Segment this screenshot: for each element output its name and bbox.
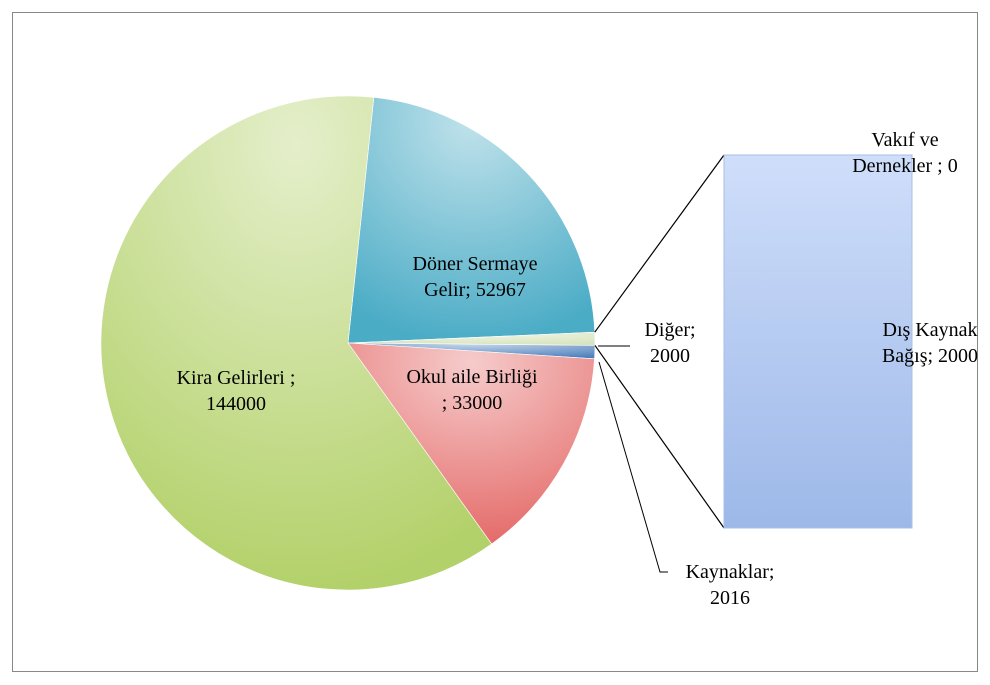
leader-line — [598, 361, 668, 573]
data-label: Kaynaklar; 2016 — [686, 561, 775, 609]
data-label: Diğer; 2000 — [644, 319, 695, 367]
data-label: Döner Sermaye Gelir; 52967 — [413, 253, 538, 301]
data-label: Dış Kaynak Bağış; 2000 — [882, 319, 978, 367]
data-label: Okul aile Birliği; 33000 — [406, 366, 538, 414]
connector-line — [594, 154, 725, 333]
data-label: Kira Gelirleri ; 144000 — [177, 367, 296, 415]
bar-segment — [723, 154, 913, 529]
connector-line — [594, 345, 725, 529]
data-label: Vakıf ve Dernekler ; 0 — [852, 129, 958, 177]
